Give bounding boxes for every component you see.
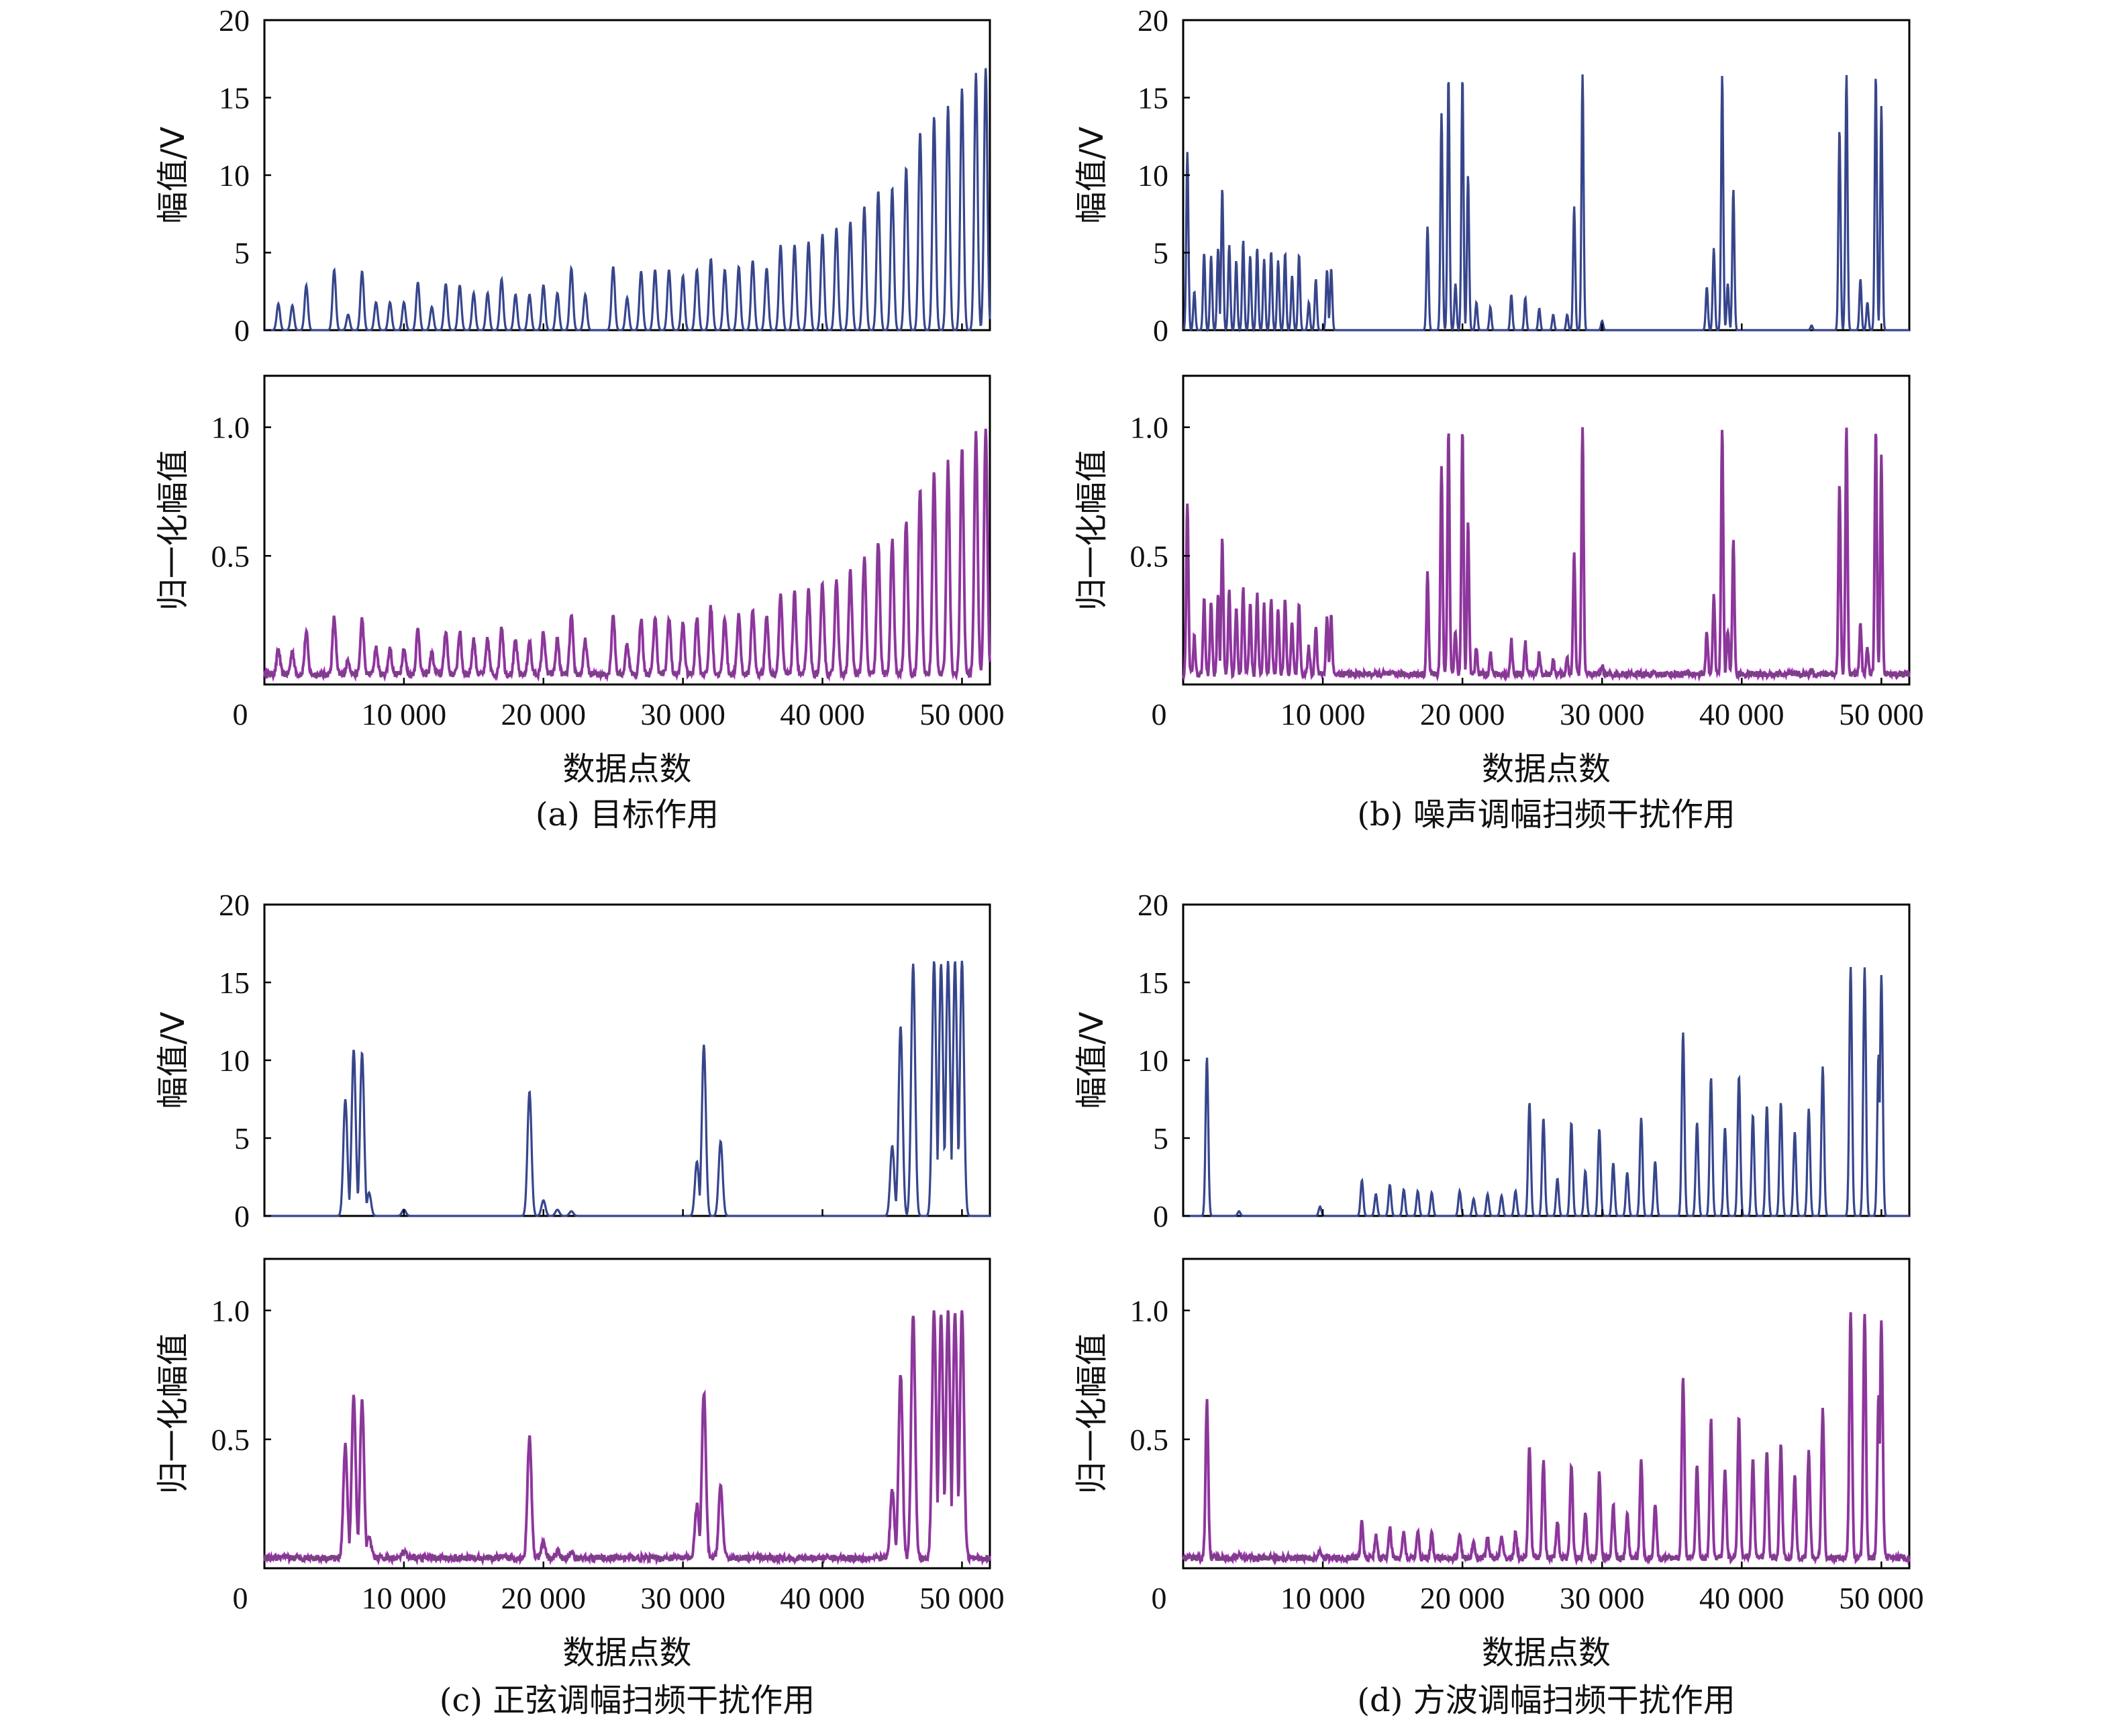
x-axis-label: 数据点数	[562, 750, 691, 788]
x-tick-label: 10 000	[362, 1581, 447, 1615]
y-tick-label: 1.0	[1130, 1294, 1169, 1328]
lower-y-axis-label: 归一化幅值	[1073, 1333, 1111, 1494]
y-tick-label: 15	[219, 81, 250, 115]
upper-plot-frame	[263, 903, 991, 1217]
x-tick-label: 0	[1152, 1581, 1167, 1615]
lower-y-axis-label: 归一化幅值	[154, 450, 192, 611]
lower-y-axis-label: 归一化幅值	[1073, 450, 1111, 611]
y-tick-label: 10	[1138, 1043, 1168, 1078]
panel-caption: (d) 方波调幅扫频干扰作用	[1357, 1682, 1735, 1719]
x-tick-label: 0	[1152, 697, 1167, 731]
series-normalized-line	[1182, 1312, 1911, 1566]
x-tick-label: 50 000	[919, 1581, 1005, 1615]
series-normalized-line	[263, 1310, 991, 1566]
y-tick-label: 1.0	[211, 411, 250, 445]
x-tick-label: 10 000	[1280, 697, 1366, 731]
series-amplitude-shadow-line	[264, 960, 990, 1217]
x-tick-label: 50 000	[1839, 1581, 1924, 1615]
x-tick-label: 50 000	[919, 697, 1005, 731]
series-normalized-line	[1182, 427, 1911, 682]
lower-y-axis-label: 归一化幅值	[154, 1333, 192, 1494]
x-tick-label: 0	[233, 1581, 248, 1615]
series-normalized-shadow-line	[1182, 1312, 1910, 1563]
upper-y-axis-label: 幅值/V	[154, 126, 192, 223]
series-amplitude-shadow-line	[1183, 966, 1909, 1217]
y-tick-label: 20	[1138, 888, 1168, 922]
series-amplitude-line	[1183, 966, 1909, 1217]
x-tick-label: 20 000	[1420, 697, 1505, 731]
panel-caption: (a) 目标作用	[536, 796, 719, 833]
x-axis-label: 数据点数	[562, 1634, 691, 1672]
y-tick-label: 0.5	[1130, 1423, 1169, 1457]
series-amplitude-shadow-line	[1182, 74, 1909, 331]
x-tick-label: 40 000	[780, 1581, 865, 1615]
x-axis-label: 数据点数	[1482, 750, 1611, 788]
x-tick-label: 20 000	[1420, 1581, 1505, 1615]
upper-y-axis-label: 幅值/V	[1073, 1011, 1111, 1109]
x-tick-label: 20 000	[501, 1581, 587, 1615]
y-tick-label: 10	[219, 158, 250, 193]
x-tick-label: 30 000	[640, 1581, 725, 1615]
y-tick-label: 1.0	[1130, 411, 1169, 445]
x-tick-label: 10 000	[1280, 1581, 1366, 1615]
upper-plot-frame	[1182, 903, 1911, 1217]
x-tick-label: 30 000	[640, 697, 725, 731]
y-tick-label: 5	[234, 1121, 250, 1156]
x-tick-label: 0	[233, 697, 248, 731]
upper-y-axis-label: 幅值/V	[154, 1011, 192, 1109]
series-normalized-shadow-line	[264, 1310, 991, 1563]
y-tick-label: 5	[1153, 1121, 1168, 1156]
lower-plot-frame	[263, 374, 991, 686]
x-axis-label: 数据点数	[1482, 1634, 1611, 1672]
lower-plot-frame	[1182, 1258, 1911, 1570]
y-tick-label: 20	[219, 888, 250, 922]
y-tick-label: 0.5	[211, 539, 250, 573]
y-tick-label: 1.0	[211, 1294, 250, 1328]
chart-panel-c: 0 5 10 15 20 0.5 1.0 0 10 000 20 000 30 000 40 000 5…	[154, 888, 1005, 1719]
panel-caption: (c) 正弦调幅扫频干扰作用	[440, 1682, 815, 1719]
y-tick-label: 15	[1138, 81, 1168, 115]
y-tick-label: 10	[219, 1043, 250, 1078]
x-tick-label: 30 000	[1560, 697, 1645, 731]
lower-plot-frame	[1182, 374, 1911, 686]
panel-caption: (b) 噪声调幅扫频干扰作用	[1357, 796, 1735, 833]
series-amplitude-line	[264, 960, 990, 1217]
series-normalized-shadow-line	[1182, 427, 1910, 679]
y-tick-label: 20	[219, 3, 250, 38]
y-tick-label: 0	[234, 313, 250, 348]
chart-panel-d: 0 5 10 15 20 0.5 1.0 0 10 000 20 000 30 000 40 000 5…	[1073, 888, 1924, 1719]
series-amplitude-shadow-line	[264, 68, 991, 331]
y-tick-label: 0.5	[211, 1423, 250, 1457]
x-tick-label: 10 000	[362, 697, 447, 731]
y-tick-label: 0	[1153, 313, 1168, 348]
series-normalized-shadow-line	[264, 428, 991, 679]
y-tick-label: 0	[1153, 1199, 1168, 1233]
x-tick-label: 30 000	[1560, 1581, 1645, 1615]
chart-panel-a: 0 5 10 15 20 0.5 1.0 0 10 000 20 000 30 000 40 000 5…	[154, 3, 1005, 833]
lower-plot-frame	[263, 1258, 991, 1570]
x-tick-label: 40 000	[1699, 1581, 1784, 1615]
y-tick-label: 15	[1138, 966, 1168, 1000]
x-tick-label: 20 000	[501, 697, 587, 731]
y-tick-label: 15	[219, 966, 250, 1000]
y-tick-label: 0	[234, 1199, 250, 1233]
y-tick-label: 10	[1138, 158, 1168, 193]
y-tick-label: 0.5	[1130, 539, 1169, 573]
series-amplitude-line	[1182, 74, 1909, 333]
x-tick-label: 50 000	[1839, 697, 1924, 731]
x-tick-label: 40 000	[1699, 697, 1784, 731]
y-tick-label: 5	[234, 236, 250, 270]
y-tick-label: 20	[1138, 3, 1168, 38]
y-tick-label: 5	[1153, 236, 1168, 270]
upper-y-axis-label: 幅值/V	[1073, 126, 1111, 223]
x-tick-label: 40 000	[780, 697, 865, 731]
chart-panel-b: 0 5 10 15 20 0.5 1.0 0 10 000 20 000 30 000 40 000 5…	[1073, 3, 1924, 833]
